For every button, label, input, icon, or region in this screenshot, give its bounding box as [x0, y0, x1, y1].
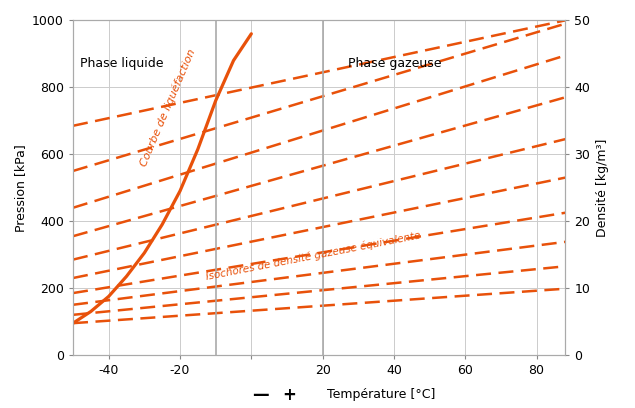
- Text: Isochores de densité gazeuse équivalente: Isochores de densité gazeuse équivalente: [205, 230, 422, 282]
- Text: Courbe de liquéfaction: Courbe de liquéfaction: [138, 47, 197, 168]
- Text: Phase liquide: Phase liquide: [80, 57, 164, 70]
- Text: —: —: [252, 386, 269, 404]
- Text: +: +: [282, 386, 296, 404]
- Text: Température [°C]: Température [°C]: [327, 388, 435, 401]
- Y-axis label: Pression [kPa]: Pression [kPa]: [13, 144, 27, 232]
- Y-axis label: Densité [kg/m³]: Densité [kg/m³]: [596, 138, 609, 237]
- Text: Phase gazeuse: Phase gazeuse: [347, 57, 441, 70]
